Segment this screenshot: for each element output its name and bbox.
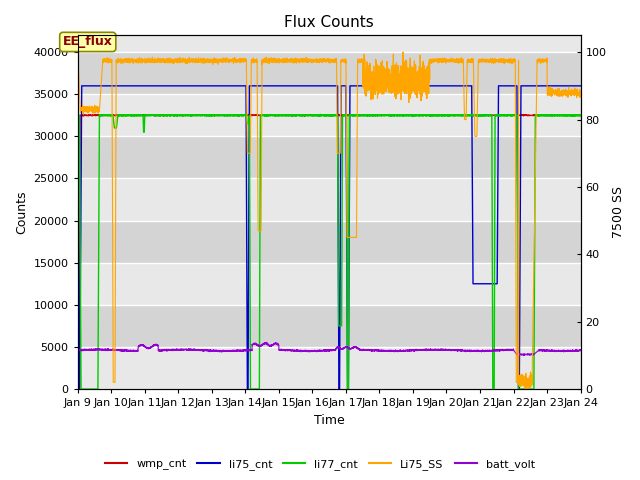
batt_volt: [196, 347, 204, 353]
li77_cnt: [193, 112, 201, 118]
Y-axis label: Counts: Counts: [15, 191, 28, 234]
li77_cnt: [196, 112, 204, 118]
li77_cnt: [77, 386, 85, 392]
wmp_cnt: [193, 112, 201, 118]
Li75_SS: [577, 89, 584, 95]
Line: li75_cnt: li75_cnt: [77, 86, 580, 389]
li75_cnt: [264, 83, 271, 89]
Bar: [77, 136, 580, 179]
wmp_cnt: [573, 113, 580, 119]
Bar: [77, 179, 580, 221]
Li75_SS: [191, 58, 198, 64]
Title: Flux Counts: Flux Counts: [284, 15, 374, 30]
batt_volt: [520, 353, 528, 359]
li77_cnt: [573, 112, 580, 118]
li75_cnt: [573, 83, 580, 89]
Line: wmp_cnt: wmp_cnt: [77, 114, 580, 389]
Line: batt_volt: batt_volt: [77, 342, 580, 356]
Line: Li75_SS: Li75_SS: [77, 52, 580, 389]
Li75_SS: [299, 56, 307, 61]
li77_cnt: [577, 113, 584, 119]
wmp_cnt: [75, 386, 83, 392]
Bar: [77, 94, 580, 136]
batt_volt: [263, 339, 271, 345]
li77_cnt: [264, 112, 271, 118]
li77_cnt: [74, 112, 81, 118]
X-axis label: Time: Time: [314, 414, 344, 427]
batt_volt: [193, 347, 201, 352]
wmp_cnt: [577, 112, 584, 118]
wmp_cnt: [191, 112, 198, 118]
Bar: [77, 347, 580, 389]
Li75_SS: [74, 49, 81, 55]
Text: EE_flux: EE_flux: [63, 36, 113, 48]
Y-axis label: 7500 SS: 7500 SS: [612, 186, 625, 238]
batt_volt: [74, 348, 81, 353]
Li75_SS: [573, 95, 580, 101]
Line: li77_cnt: li77_cnt: [77, 114, 580, 389]
Bar: [77, 52, 580, 94]
batt_volt: [573, 347, 580, 353]
wmp_cnt: [300, 112, 307, 118]
li75_cnt: [191, 83, 198, 89]
wmp_cnt: [227, 111, 235, 117]
Li75_SS: [196, 59, 204, 64]
wmp_cnt: [264, 112, 271, 118]
Legend: wmp_cnt, li75_cnt, li77_cnt, Li75_SS, batt_volt: wmp_cnt, li75_cnt, li77_cnt, Li75_SS, ba…: [100, 455, 540, 474]
li75_cnt: [74, 83, 81, 89]
batt_volt: [264, 341, 271, 347]
li77_cnt: [191, 112, 198, 118]
li77_cnt: [317, 111, 324, 117]
Li75_SS: [521, 386, 529, 392]
li75_cnt: [196, 83, 204, 89]
li75_cnt: [76, 386, 83, 392]
Bar: [77, 263, 580, 305]
Li75_SS: [193, 57, 201, 63]
wmp_cnt: [74, 112, 81, 118]
li75_cnt: [577, 83, 584, 89]
wmp_cnt: [196, 113, 204, 119]
Li75_SS: [264, 56, 271, 62]
li77_cnt: [300, 112, 307, 118]
batt_volt: [577, 348, 584, 354]
li75_cnt: [300, 83, 307, 89]
Bar: [77, 305, 580, 347]
Bar: [77, 221, 580, 263]
batt_volt: [300, 348, 307, 354]
li75_cnt: [193, 83, 201, 89]
batt_volt: [191, 347, 198, 353]
